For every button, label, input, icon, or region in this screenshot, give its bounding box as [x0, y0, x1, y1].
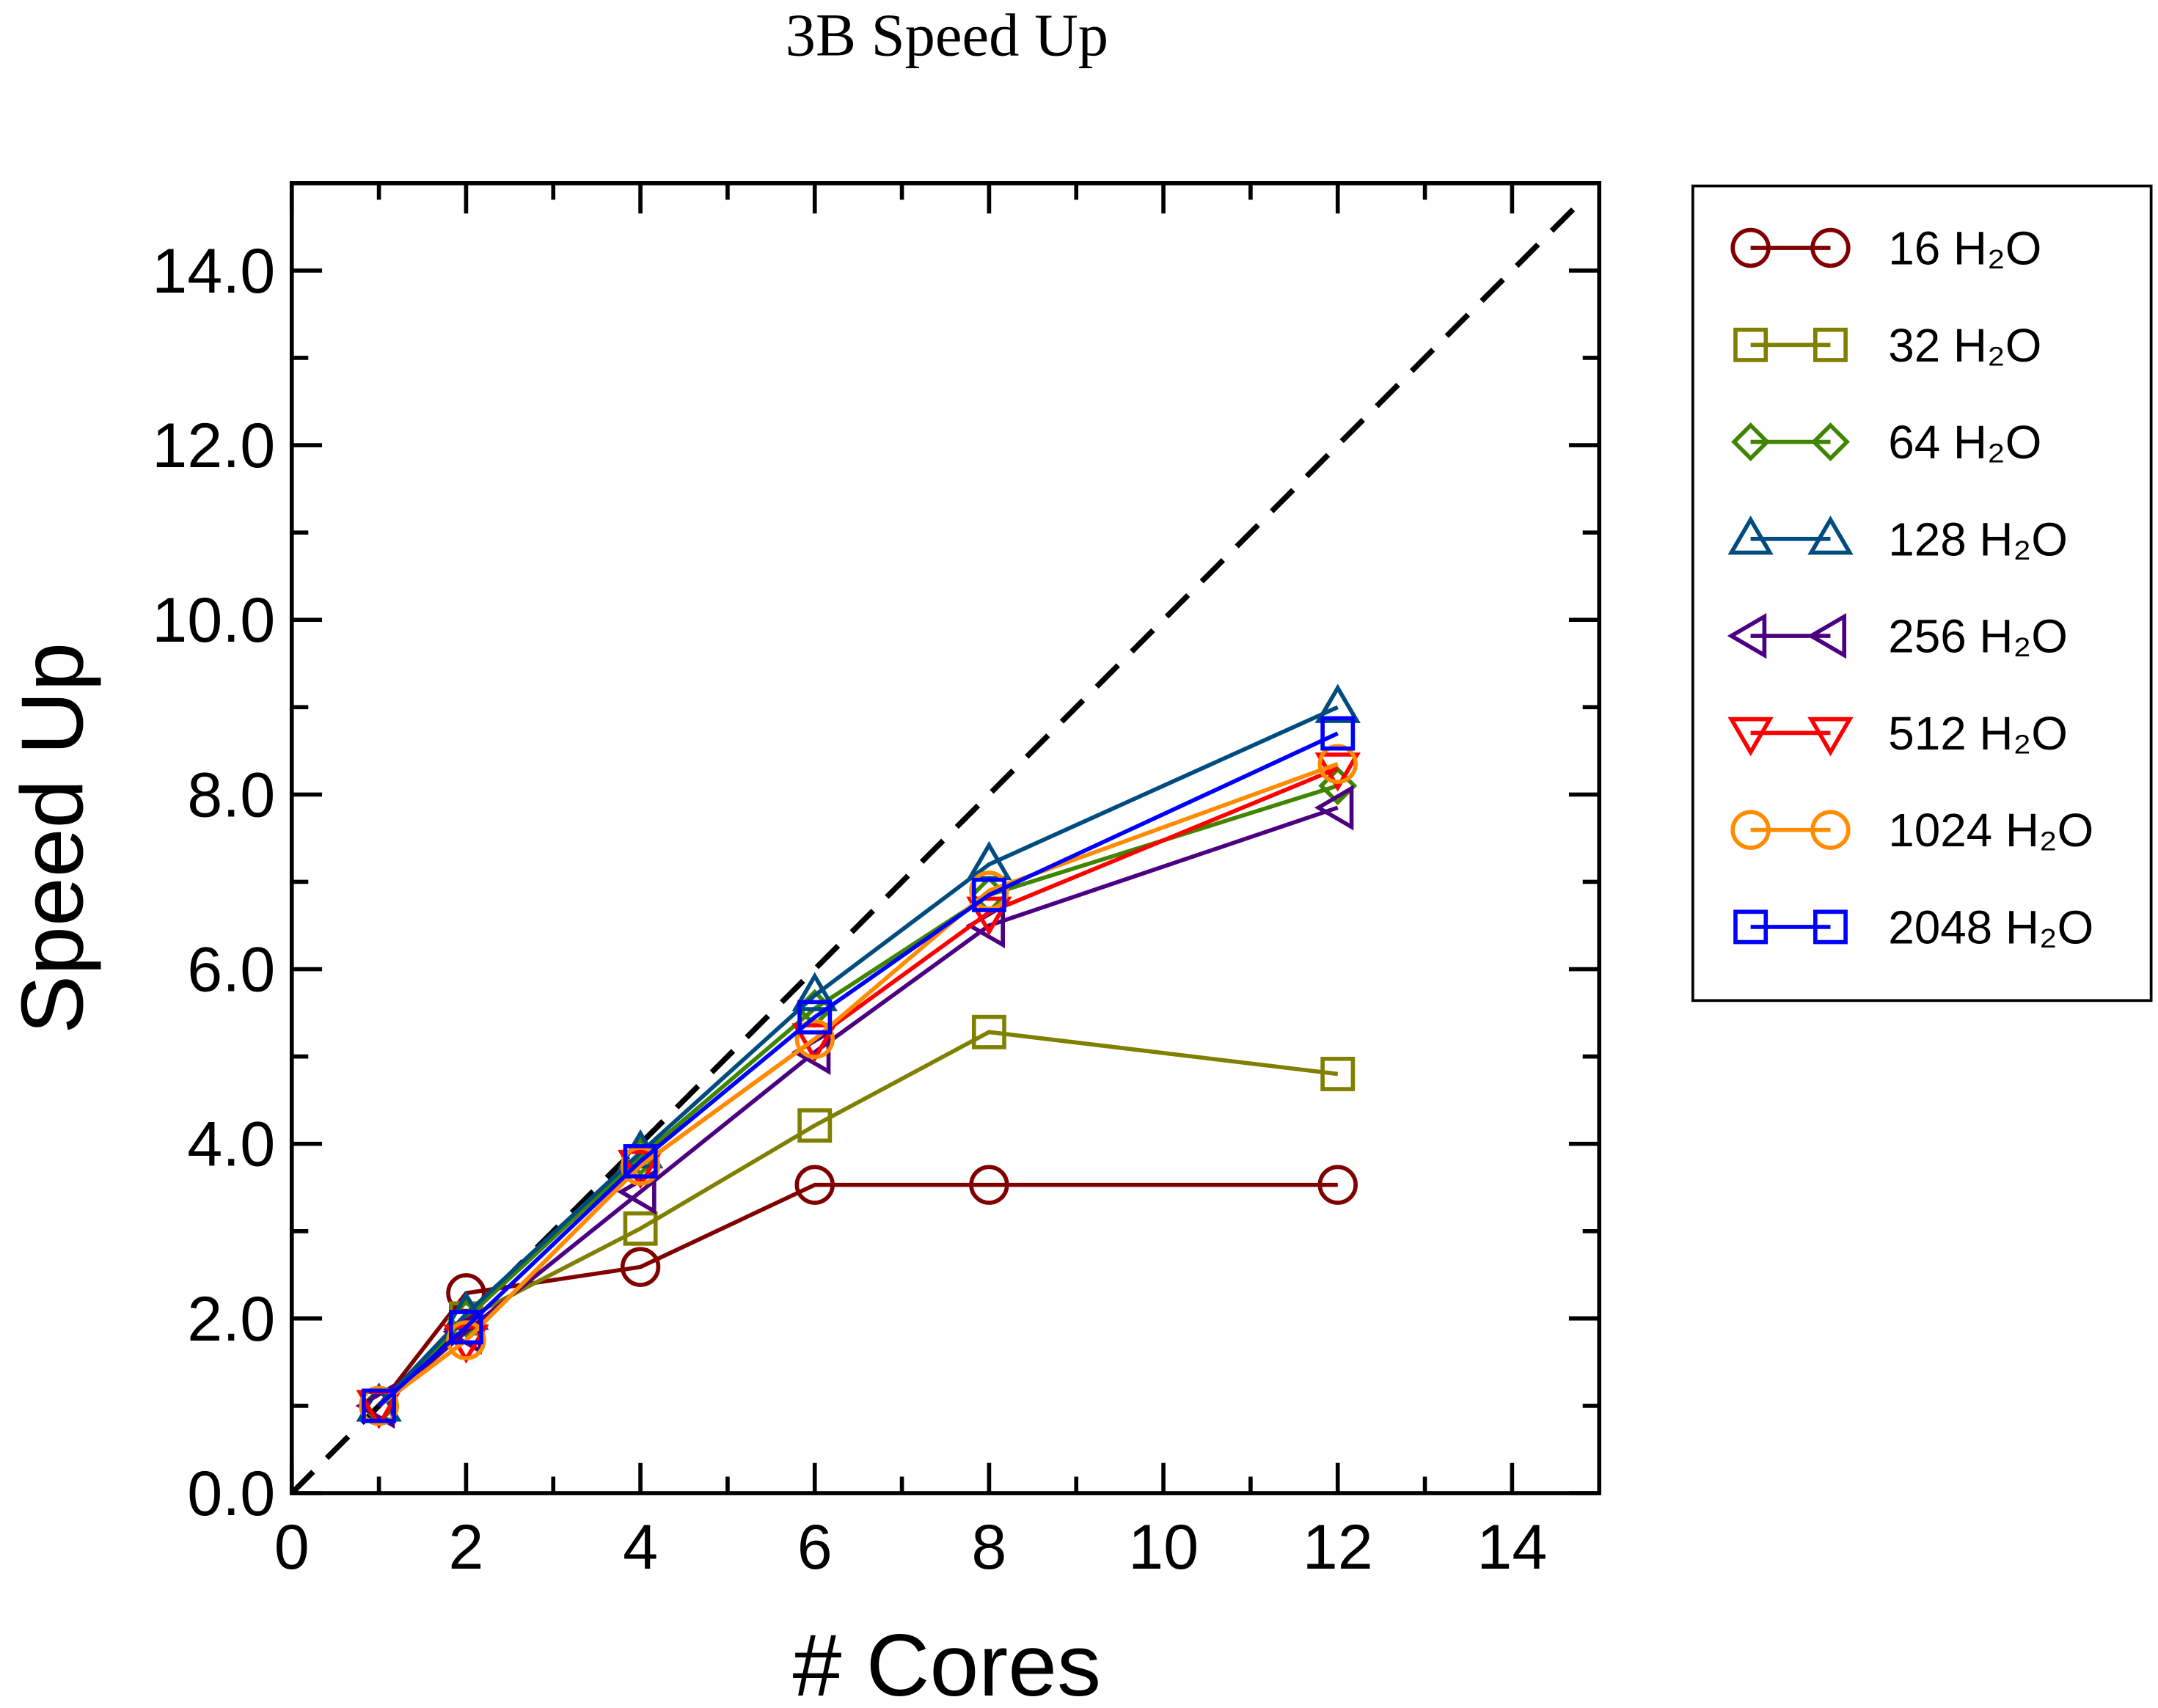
triangle-up-marker: [791, 972, 838, 1011]
square-marker: [1733, 327, 1769, 362]
legend-label: 64 H₂O: [1888, 416, 2041, 469]
legend-item: 32 H₂O: [1733, 319, 2041, 372]
series-line: [377, 783, 1339, 1407]
triangle-down-marker: [1807, 716, 1854, 757]
square-marker: [362, 1388, 397, 1423]
y-tick-label: 8.0: [187, 760, 275, 830]
legend-item: 128 H₂O: [1727, 513, 2068, 565]
series-line: [377, 731, 1339, 1408]
y-tick-label: 0.0: [187, 1459, 275, 1529]
x-tick-label: 4: [623, 1512, 658, 1583]
legend-item: 1024 H₂O: [1730, 804, 2093, 857]
legend-label: 2048 H₂O: [1888, 901, 2093, 953]
circle-marker: [1317, 1165, 1358, 1205]
triangle-up-marker: [1807, 515, 1854, 555]
triangle-left-marker: [1807, 612, 1847, 659]
chart-title: 3B Speed Up: [786, 1, 1108, 68]
legend-label: 1024 H₂O: [1888, 804, 2093, 857]
series-32-H₂O: [362, 1014, 1356, 1423]
square-marker: [797, 1108, 833, 1143]
series-64-H₂O: [359, 766, 1358, 1426]
y-tick-label: 12.0: [152, 411, 275, 481]
square-marker: [797, 1000, 833, 1035]
series-line: [377, 1182, 1338, 1407]
x-tick-label: 6: [797, 1512, 833, 1583]
circle-marker: [620, 1247, 661, 1287]
plot-area: 0 2 4 6 8 10 12 14 0.0 2.0 4.0 6.0 8.0 10.0 12.0 14.0: [152, 181, 1602, 1583]
x-tick-label: 10: [1128, 1512, 1199, 1583]
triangle-down-marker: [966, 896, 1012, 936]
legend-label: 128 H₂O: [1888, 513, 2068, 565]
square-marker: [1320, 1056, 1356, 1091]
y-tick-label: 10.0: [152, 585, 275, 656]
square-marker: [448, 1310, 483, 1345]
x-tick-label: 8: [971, 1512, 1006, 1583]
circle-marker: [1810, 227, 1851, 268]
y-tick-label: 2.0: [187, 1284, 275, 1355]
triangle-down-marker: [791, 1023, 838, 1063]
x-tick-label: 2: [448, 1512, 483, 1583]
series-128-H₂O: [356, 683, 1361, 1422]
legend-label: 512 H₂O: [1888, 707, 2068, 760]
circle-marker: [359, 1385, 399, 1426]
y-tick-label: 14.0: [152, 236, 275, 307]
legend-item: 2048 H₂O: [1733, 901, 2093, 953]
series-line: [377, 766, 1339, 1408]
triangle-up-marker: [1314, 683, 1361, 723]
series-512-H₂O: [356, 752, 1361, 1429]
series-256-H₂O: [355, 785, 1354, 1429]
series-2048-H₂O: [362, 716, 1356, 1423]
triangle-down-marker: [1727, 716, 1774, 757]
circle-marker: [1810, 810, 1851, 850]
legend-frame: [1691, 184, 2153, 1003]
axes-frame: [289, 181, 1602, 1495]
legend-item: 64 H₂O: [1731, 416, 2041, 469]
x-tick-label: 12: [1303, 1512, 1373, 1583]
circle-marker: [1317, 744, 1358, 784]
circle-marker: [446, 1320, 486, 1360]
triangle-left-marker: [1314, 785, 1354, 831]
square-marker: [1813, 327, 1848, 362]
circle-marker: [969, 1165, 1009, 1205]
circle-marker: [794, 1165, 835, 1205]
triangle-up-marker: [1727, 515, 1774, 555]
square-marker: [1320, 716, 1356, 751]
series-line: [377, 762, 1339, 1408]
legend-label: 256 H₂O: [1888, 610, 2068, 663]
legend-item: 512 H₂O: [1727, 707, 2068, 760]
legend-item: 256 H₂O: [1727, 610, 2068, 663]
y-tick-label: 4.0: [187, 1110, 275, 1180]
legend-label: 16 H₂O: [1888, 222, 2041, 275]
triangle-down-marker: [1314, 752, 1361, 792]
square-marker: [1813, 909, 1848, 945]
square-marker: [623, 1211, 658, 1246]
square-marker: [623, 1144, 658, 1179]
legend-item: 16 H₂O: [1730, 222, 2041, 275]
square-marker: [971, 1014, 1006, 1049]
x-tick-label: 0: [274, 1512, 310, 1583]
circle-marker: [1730, 227, 1771, 268]
circle-marker: [794, 1019, 835, 1060]
series-line: [377, 805, 1339, 1408]
x-axis-label: # Cores: [793, 1616, 1101, 1708]
square-marker: [1733, 909, 1769, 945]
triangle-left-marker: [1727, 612, 1767, 659]
diamond-marker: [1810, 422, 1850, 462]
y-tick-label: 6.0: [187, 935, 275, 1005]
diamond-marker: [1731, 422, 1771, 462]
series-1024-H₂O: [359, 744, 1358, 1426]
series-line: [377, 1030, 1339, 1407]
square-marker: [971, 877, 1006, 912]
x-tick-label: 14: [1477, 1512, 1547, 1583]
legend: 16 H₂O 32 H₂O 64 H₂O 128 H₂O 256 H₂O 512 H₂O 1…: [1691, 184, 2153, 1003]
y-axis-label: Speed Up: [4, 642, 102, 1034]
legend-label: 32 H₂O: [1888, 319, 2041, 372]
circle-marker: [1730, 810, 1771, 850]
